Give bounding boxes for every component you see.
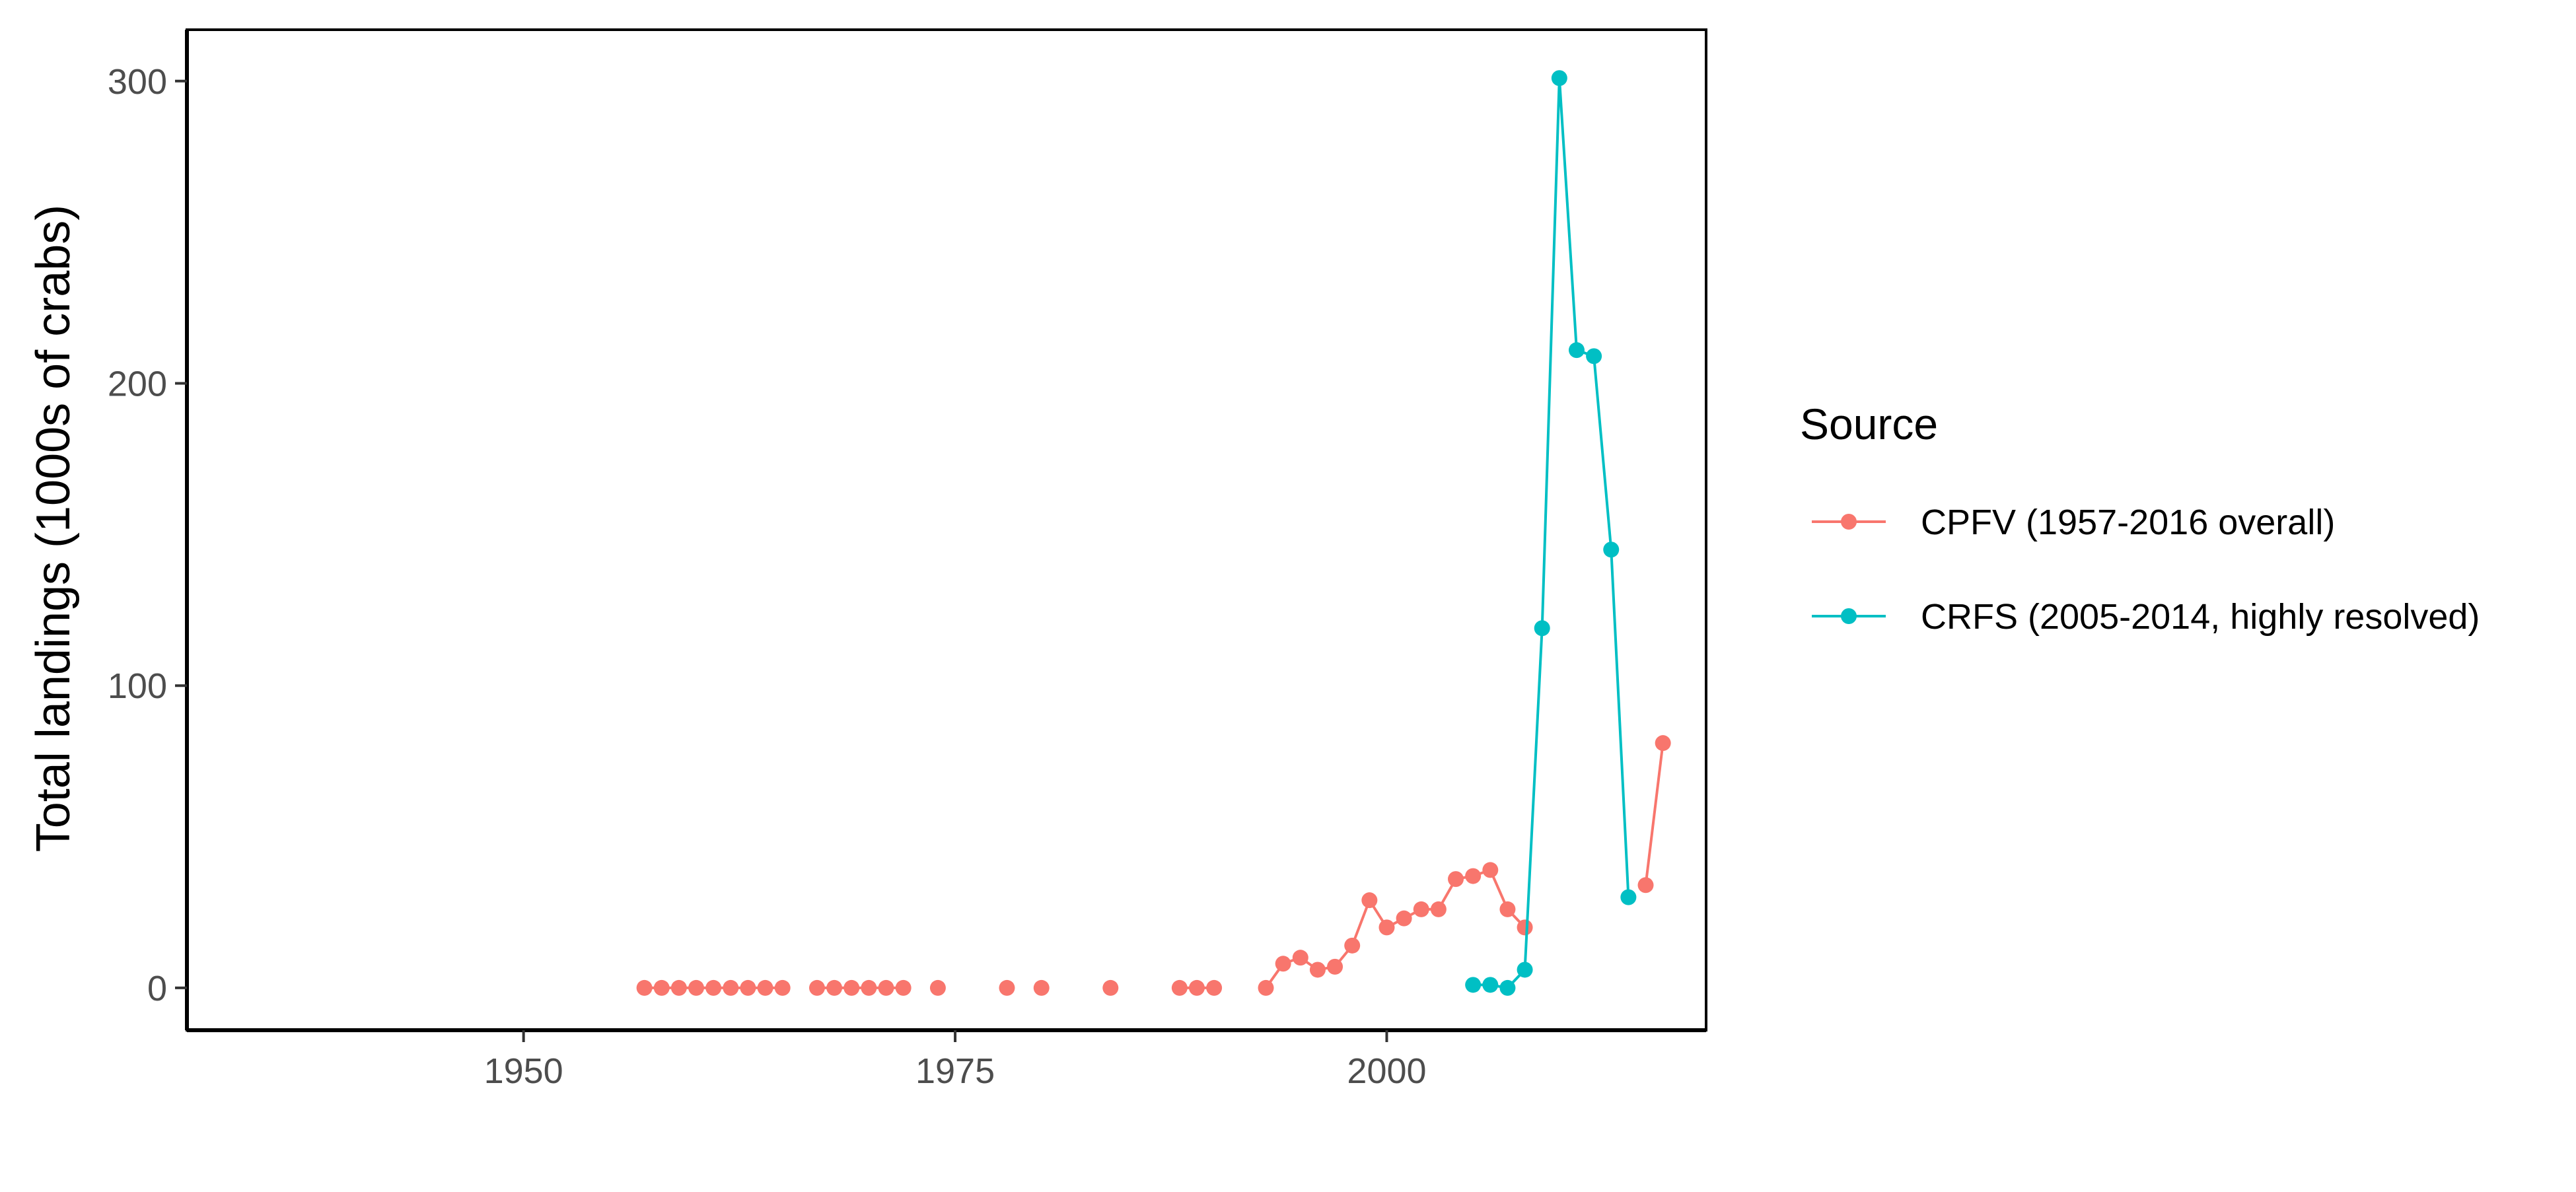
data-point (1465, 868, 1482, 884)
series-layer (636, 70, 1671, 996)
data-point (723, 979, 739, 996)
data-point (1620, 889, 1637, 905)
data-point (1499, 901, 1516, 917)
data-point (826, 979, 843, 996)
series-1 (636, 735, 1671, 996)
data-point (1378, 919, 1395, 936)
axis-layer: 0 100 200 300 1950 1975 2000 (108, 30, 1706, 1091)
data-point (1637, 877, 1654, 894)
data-point (861, 979, 877, 996)
data-point (929, 979, 946, 996)
series-line (1264, 868, 1526, 989)
data-point (1413, 901, 1429, 917)
data-point (999, 979, 1015, 996)
data-point (670, 979, 687, 996)
data-point (1603, 542, 1620, 558)
legend-entry-2: CRFS (2005-2014, highly resolved) (1812, 597, 2480, 637)
data-point (705, 979, 722, 996)
data-point (1482, 977, 1499, 993)
data-point (636, 979, 653, 996)
data-point (843, 979, 860, 996)
data-point (1102, 979, 1119, 996)
data-point (757, 979, 773, 996)
legend-entry-1: CPFV (1957-2016 overall) (1812, 503, 2335, 542)
data-point (1327, 958, 1343, 975)
series-2 (1465, 70, 1637, 996)
data-point (1499, 979, 1516, 996)
data-point (1258, 979, 1274, 996)
data-point (1568, 342, 1585, 359)
data-point (808, 979, 825, 996)
data-point (1188, 979, 1205, 996)
data-point (1292, 950, 1308, 966)
legend-key-point (1841, 514, 1857, 530)
data-point (1361, 892, 1378, 909)
legend-label: CPFV (1957-2016 overall) (1921, 503, 2335, 542)
data-point (774, 979, 791, 996)
data-point (1171, 979, 1188, 996)
data-point (740, 979, 756, 996)
data-point (1482, 862, 1499, 878)
data-point (688, 979, 705, 996)
data-point (1517, 919, 1533, 936)
y-tick-label: 200 (108, 365, 167, 404)
data-point (1465, 977, 1482, 993)
x-tick-label: 2000 (1347, 1051, 1426, 1091)
data-point (1275, 956, 1291, 972)
y-tick-label: 100 (108, 666, 167, 706)
legend: Source CPFV (1957-2016 overall) CRFS (200… (1800, 400, 2480, 637)
data-point (1448, 871, 1464, 888)
data-point (1344, 937, 1361, 954)
y-axis-label: Total landings (1000s of crabs) (27, 205, 80, 853)
data-point (1517, 962, 1533, 978)
data-point (1396, 910, 1412, 927)
data-point (1309, 962, 1326, 978)
legend-title: Source (1800, 400, 1938, 448)
x-tick-label: 1975 (915, 1051, 995, 1091)
data-point (1534, 620, 1550, 637)
legend-key-point (1841, 608, 1857, 624)
data-point (1551, 70, 1567, 87)
data-point (653, 979, 670, 996)
data-point (1586, 348, 1602, 365)
x-tick-label: 1950 (484, 1051, 563, 1091)
y-tick-label: 0 (147, 969, 167, 1008)
legend-label: CRFS (2005-2014, highly resolved) (1921, 597, 2480, 637)
data-point (1206, 979, 1223, 996)
data-point (878, 979, 894, 996)
data-point (1033, 979, 1050, 996)
data-point (1655, 735, 1671, 752)
series-line (1644, 742, 1664, 886)
data-point (895, 979, 912, 996)
y-tick-label: 300 (108, 62, 167, 102)
series-line (1473, 77, 1630, 989)
data-point (1430, 901, 1447, 917)
